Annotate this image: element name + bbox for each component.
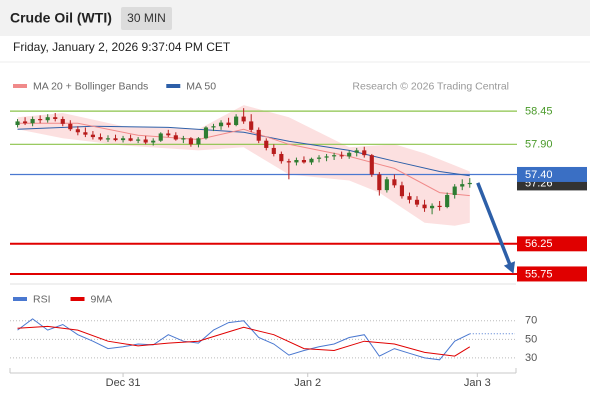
- candle-body: [452, 186, 457, 195]
- candle-body: [105, 138, 111, 140]
- candle-body: [271, 147, 276, 154]
- forecast-arrow: [476, 182, 514, 271]
- level-label: 57.90: [525, 139, 553, 151]
- candle-body: [241, 116, 246, 122]
- candle-body: [15, 121, 20, 126]
- candle-body: [279, 153, 284, 162]
- candle-body: [294, 160, 299, 163]
- candle-body: [354, 150, 359, 153]
- x-tick-label: Dec 31: [106, 377, 141, 389]
- candle-body: [113, 138, 118, 141]
- candle-body: [128, 138, 133, 141]
- timeframe-badge[interactable]: [121, 7, 172, 30]
- candle-body: [301, 160, 307, 163]
- candle-body: [286, 161, 291, 163]
- candle-body: [414, 199, 420, 205]
- candle-body: [196, 138, 201, 145]
- level-label-box: [517, 236, 587, 252]
- candle-body: [83, 132, 88, 135]
- legend-swatch: [13, 84, 27, 88]
- candle-body: [143, 139, 148, 143]
- rsi-tick-label: 30: [525, 352, 537, 364]
- candle-body: [23, 121, 28, 124]
- candle-body: [30, 119, 35, 124]
- candle-body: [437, 205, 442, 208]
- candle-body: [181, 138, 186, 140]
- candle-body: [467, 182, 472, 185]
- header-bar: [0, 0, 590, 36]
- arrow-head: [503, 261, 516, 274]
- candle-body: [151, 140, 156, 143]
- ma9-line: [17, 325, 471, 357]
- level-label: 58.45: [525, 106, 553, 118]
- x-tick-label: Jan 2: [294, 377, 321, 389]
- candle-body: [158, 133, 163, 141]
- ma20-line: [17, 122, 470, 197]
- candle-body: [445, 194, 450, 208]
- candle-body: [226, 122, 231, 126]
- candle-body: [203, 127, 209, 139]
- candle-body: [422, 204, 427, 209]
- candle-body: [316, 157, 322, 159]
- legend-swatch: [13, 297, 27, 301]
- candle-body: [399, 185, 405, 197]
- candle-body: [324, 156, 329, 158]
- candle-body: [347, 152, 352, 157]
- candle-body: [392, 179, 397, 186]
- level-label: 57.40: [525, 169, 553, 181]
- candle-body: [68, 123, 73, 130]
- candle-body: [45, 117, 50, 121]
- candle-body: [430, 205, 435, 209]
- candle-body: [218, 122, 224, 127]
- candle-body: [234, 116, 239, 126]
- candle-body: [136, 139, 141, 141]
- candle-body: [384, 179, 389, 191]
- candle-body: [38, 119, 43, 121]
- x-tick-label: Jan 3: [464, 377, 491, 389]
- candle-body: [256, 129, 261, 141]
- candle-body: [339, 155, 344, 157]
- candle-body: [173, 135, 178, 140]
- legend-swatch: [70, 297, 85, 301]
- candle-body: [98, 137, 103, 140]
- legend-label[interactable]: MA 20 + Bollinger Bands: [33, 80, 148, 92]
- ma50-line: [17, 125, 470, 177]
- candle-body: [460, 184, 465, 187]
- rsi-line: [17, 318, 471, 361]
- legend-label[interactable]: 9MA: [91, 293, 113, 305]
- candle-body: [60, 119, 65, 124]
- candle-body: [166, 133, 171, 136]
- candle-body: [362, 150, 367, 156]
- timeframe[interactable]: 30 MIN: [127, 11, 166, 25]
- level-label-box: [517, 266, 587, 282]
- candle-body: [407, 196, 412, 200]
- legend-label[interactable]: MA 50: [186, 80, 216, 92]
- candle-body: [249, 121, 254, 130]
- level-label: 56.25: [525, 238, 553, 250]
- rsi-tick-label: 50: [525, 333, 537, 345]
- rsi-tick-label: 70: [525, 315, 537, 327]
- legend-swatch: [166, 84, 181, 88]
- chart-title: Crude Oil (WTI): [10, 10, 112, 26]
- candle-body: [264, 140, 269, 148]
- candle-body: [120, 138, 126, 141]
- candle-body: [332, 155, 337, 157]
- legend-label[interactable]: RSI: [33, 293, 51, 305]
- level-label: 55.75: [525, 268, 553, 280]
- source: Research © 2026 Trading Central: [352, 80, 509, 92]
- candle-body: [369, 155, 374, 175]
- candle-body: [377, 174, 382, 191]
- candle-body: [309, 158, 314, 163]
- candle-body: [188, 138, 193, 145]
- level-label-box: [517, 166, 587, 182]
- candle-body: [90, 134, 95, 138]
- timestamp: Friday, January 2, 2026 9:37:04 PM CET: [13, 40, 231, 54]
- candle-body: [211, 126, 216, 128]
- candle-body: [53, 117, 58, 119]
- candle-body: [75, 129, 80, 133]
